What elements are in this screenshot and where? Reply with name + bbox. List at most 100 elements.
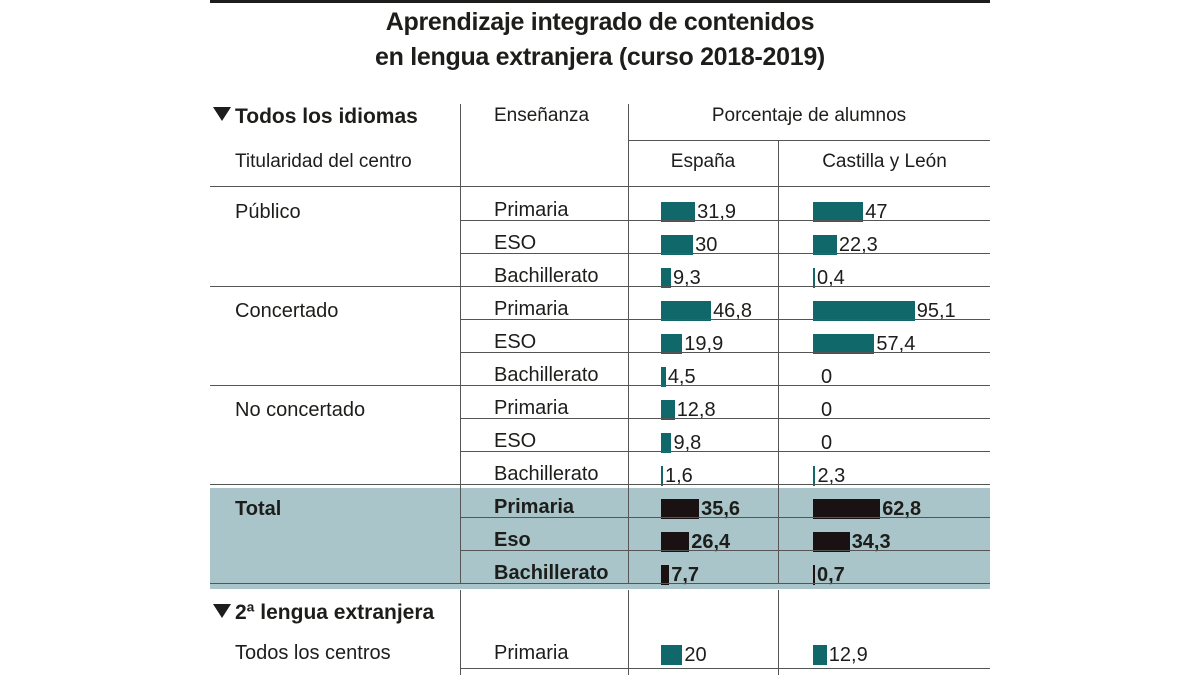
value-label-spain: 7,7	[671, 564, 700, 586]
column-header-percent: Porcentaje de alumnos	[711, 105, 907, 126]
bar-castilla-leon	[813, 499, 881, 519]
group-rule	[210, 385, 990, 386]
value-label-spain: 26,4	[691, 531, 731, 553]
col-divider	[778, 385, 779, 484]
col-divider	[778, 484, 779, 583]
col-divider	[460, 286, 461, 385]
value-label-spain: 31,9	[697, 201, 737, 223]
header-subrule	[628, 140, 990, 141]
value-label-spain: 9,3	[672, 267, 701, 289]
section-title-all-languages: Todos los idiomas	[235, 105, 418, 128]
value-label-spain: 46,8	[713, 300, 752, 322]
value-label-spain: 4,5	[667, 366, 696, 388]
col-divider	[628, 286, 629, 385]
col-divider	[628, 385, 629, 484]
bar-spain	[661, 367, 666, 387]
row-level-label: Primaria	[494, 496, 575, 518]
col-divider	[778, 186, 779, 286]
top-rule	[210, 0, 990, 3]
row-rule	[460, 550, 990, 551]
bar-spain	[661, 268, 671, 288]
row-level-label: Primaria	[494, 298, 569, 320]
group-label: Concertado	[235, 300, 339, 322]
bar-spain	[661, 466, 663, 486]
value-label-castilla-leon: 47	[865, 201, 888, 223]
bar-spain	[661, 499, 700, 519]
row-level-label: Bachillerato	[494, 562, 609, 584]
value-label-castilla-leon: 0	[821, 432, 833, 454]
bar-castilla-leon	[813, 565, 815, 585]
value-label-castilla-leon: 0,4	[817, 267, 845, 289]
row-rule	[460, 451, 990, 452]
row-level-label: Bachillerato	[494, 265, 599, 287]
section2-divider-1	[460, 590, 461, 675]
col-divider	[628, 186, 629, 286]
bar-castilla-leon	[813, 334, 875, 354]
header-divider-2	[628, 104, 629, 186]
value-label-castilla-leon: 95,1	[916, 300, 956, 322]
row-level-label: Bachillerato	[494, 463, 599, 485]
bar-spain	[661, 565, 670, 585]
value-label-spain: 35,6	[701, 498, 741, 520]
bar-spain	[661, 235, 694, 255]
bar-castilla-leon	[813, 466, 816, 486]
row-level-label: Primaria	[494, 199, 569, 221]
column-header-spain: España	[670, 151, 736, 172]
group-label: Público	[235, 201, 301, 223]
value-label-spain: 19,9	[684, 333, 724, 355]
row-rule	[460, 220, 990, 221]
row-rule	[460, 418, 990, 419]
row-rule	[460, 319, 990, 320]
column-header-teaching: Enseñanza	[494, 105, 590, 126]
value-label-castilla-leon: 0	[821, 366, 833, 388]
value-label-spain: 9,8	[673, 432, 702, 454]
value-label-spain: 1,6	[665, 465, 693, 487]
group-rule	[210, 583, 990, 584]
value-label-castilla-leon: 12,9	[828, 644, 868, 666]
bar-spain	[661, 334, 683, 354]
bar-spain	[661, 532, 690, 552]
col-divider	[460, 484, 461, 583]
section-title-second-language: 2ª lengua extranjera	[235, 601, 435, 624]
chart-title-line-1: Aprendizaje integrado de contenidos	[385, 8, 815, 36]
bar-castilla-leon	[813, 202, 864, 222]
value-label-spain: 20	[684, 644, 707, 666]
header-divider-1	[460, 104, 461, 186]
value-label-castilla-leon: 0	[821, 399, 833, 421]
col-divider	[628, 484, 629, 583]
group-label: Total	[235, 498, 282, 520]
value-label-castilla-leon: 0,7	[817, 564, 845, 586]
row-level-label: Eso	[494, 529, 531, 551]
bar-castilla-leon	[813, 301, 915, 321]
group-label: Todos los centros	[235, 642, 391, 664]
section2-row-rule	[460, 668, 990, 669]
column-header-castilla-leon: Castilla y León	[822, 151, 947, 172]
col-divider	[778, 286, 779, 385]
group-rule	[210, 484, 990, 485]
col-divider	[460, 385, 461, 484]
value-label-castilla-leon: 57,4	[876, 333, 916, 355]
value-label-castilla-leon: 22,3	[838, 234, 878, 256]
triangle-down-icon	[213, 107, 231, 121]
triangle-down-icon	[213, 604, 231, 618]
value-label-spain: 30	[695, 234, 718, 256]
row-rule	[460, 253, 990, 254]
value-label-castilla-leon: 2,3	[817, 465, 846, 487]
group-label: No concertado	[235, 399, 366, 421]
bar-castilla-leon	[813, 268, 815, 288]
bar-castilla-leon	[813, 645, 827, 665]
header-bottom-rule	[210, 186, 990, 187]
col-divider	[460, 186, 461, 286]
row-level-label: ESO	[494, 232, 537, 254]
row-level-label: Primaria	[494, 397, 569, 419]
bar-castilla-leon	[813, 235, 837, 255]
row-level-label: Primaria	[494, 642, 569, 664]
bar-spain	[661, 301, 712, 321]
section2-divider-2	[628, 590, 629, 675]
bar-spain	[661, 400, 675, 420]
bar-spain	[661, 645, 683, 665]
header-divider-3	[778, 140, 779, 186]
bar-castilla-leon	[813, 532, 850, 552]
value-label-castilla-leon: 62,8	[882, 498, 922, 520]
